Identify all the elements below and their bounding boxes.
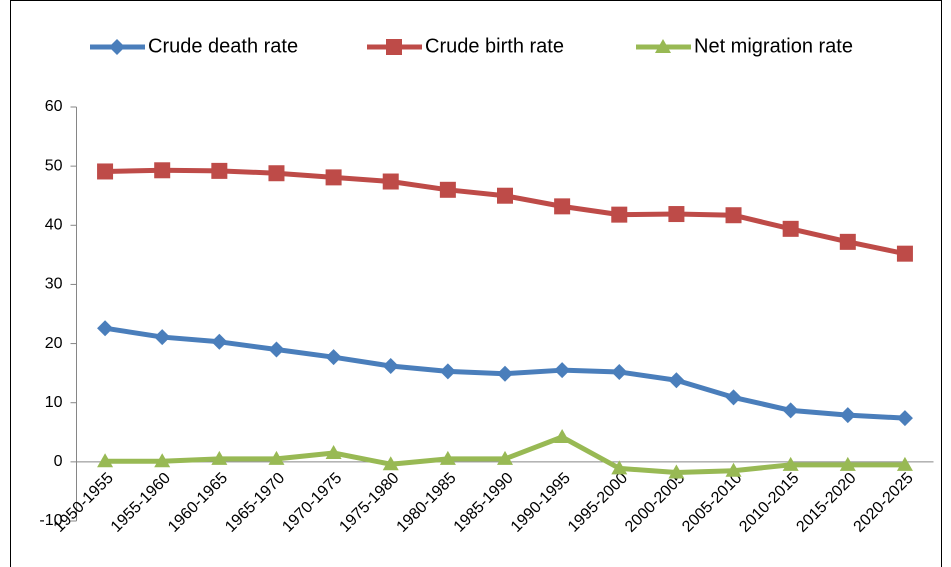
data-point	[668, 206, 685, 223]
y-tick-label: 10	[45, 394, 63, 411]
data-point	[554, 429, 571, 444]
data-point	[382, 456, 399, 471]
data-point	[268, 165, 285, 182]
y-tick-label: -10	[39, 512, 62, 529]
y-tick-label: 50	[45, 157, 63, 174]
data-point	[725, 462, 742, 477]
y-tick-label: 40	[45, 217, 63, 234]
data-point	[782, 220, 799, 237]
y-tick-label: 0	[54, 453, 63, 470]
data-point	[268, 450, 285, 465]
data-point	[211, 333, 228, 350]
x-tick-label: 1990-1995	[508, 470, 574, 536]
data-point	[325, 444, 342, 459]
x-tick-label: 1985-1990	[451, 470, 517, 536]
data-point	[896, 410, 913, 427]
data-point	[97, 163, 114, 180]
data-point	[782, 402, 799, 419]
data-point	[611, 206, 628, 223]
data-point	[725, 389, 742, 406]
x-tick-label: 1960-1965	[165, 470, 231, 536]
x-tick-label: 2015-2020	[793, 470, 859, 536]
x-tick-label: 1995-2000	[565, 470, 631, 536]
x-tick-label: 2020-2025	[851, 470, 917, 536]
data-point	[154, 329, 171, 346]
data-point	[554, 198, 571, 215]
series-line	[105, 167, 906, 257]
data-point	[839, 233, 856, 250]
data-point	[382, 173, 399, 190]
x-tick-label: 1970-1975	[279, 470, 345, 536]
data-point	[554, 362, 571, 379]
legend: Crude death rate Crude birth rate Net migr…	[90, 35, 853, 57]
x-tick-label: 1950-1955	[51, 470, 117, 536]
data-point	[97, 453, 114, 468]
legend-label: Crude birth rate	[425, 35, 564, 57]
legend-marker	[109, 39, 125, 55]
data-point	[668, 372, 685, 389]
legend-marker	[655, 39, 671, 53]
x-tick-label: 1980-1985	[394, 470, 460, 536]
legend-label: Net migration rate	[694, 35, 853, 57]
data-point	[325, 349, 342, 366]
data-point	[382, 358, 399, 375]
data-point	[668, 464, 685, 479]
data-point	[154, 162, 171, 179]
data-point	[782, 456, 799, 471]
data-point	[439, 181, 456, 198]
y-tick-label: 60	[45, 98, 63, 115]
data-point	[839, 456, 856, 471]
x-tick-label: 2000-2005	[622, 470, 688, 536]
data-point	[497, 450, 513, 465]
data-point	[211, 450, 228, 465]
chart-border	[10, 0, 942, 567]
data-point	[611, 363, 628, 380]
x-tick-label: 1975-1980	[336, 470, 402, 536]
legend-marker	[386, 39, 402, 55]
data-point	[268, 341, 285, 358]
x-tick-label: 1955-1960	[108, 470, 174, 536]
data-point	[497, 187, 513, 204]
data-point	[439, 450, 456, 465]
y-tick-label: 20	[45, 335, 63, 352]
data-point	[154, 453, 171, 468]
data-point	[97, 320, 114, 337]
y-tick-label: 30	[45, 276, 63, 293]
x-tick-label: 2010-2015	[736, 470, 802, 536]
data-point	[211, 162, 228, 179]
data-point	[439, 363, 456, 380]
data-point	[325, 169, 342, 186]
data-point	[725, 207, 742, 224]
data-point	[896, 456, 913, 471]
x-tick-label: 1965-1970	[222, 470, 288, 536]
data-point	[896, 245, 913, 262]
data-point	[839, 407, 856, 424]
x-tick-label: 2005-2010	[679, 470, 745, 536]
data-point	[611, 460, 628, 475]
legend-label: Crude death rate	[148, 35, 298, 57]
data-point	[497, 365, 513, 382]
